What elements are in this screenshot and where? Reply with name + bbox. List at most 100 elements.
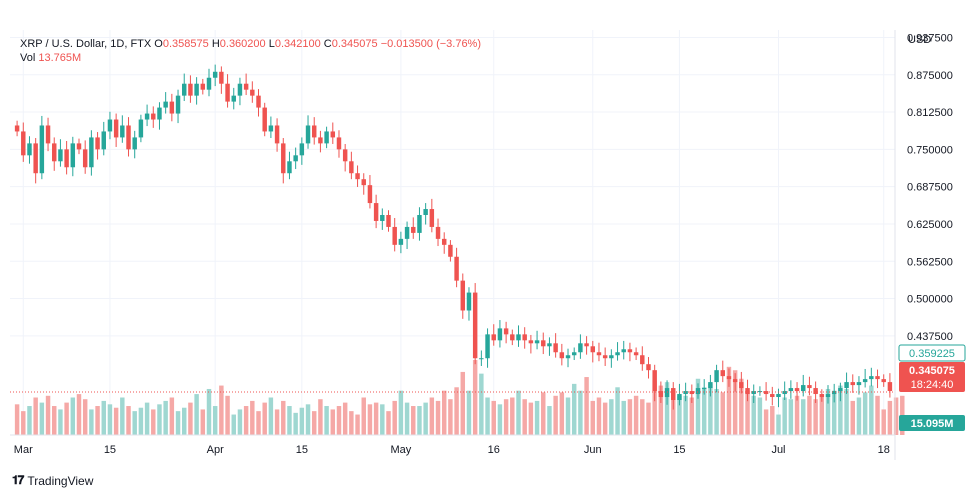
symbol-title[interactable]: XRP / U.S. Dollar, 1D, FTX [20,38,152,50]
volume-bar [652,380,657,435]
candle-body [553,343,558,353]
volume-bar [633,395,639,435]
volume-bar [157,404,162,435]
volume-bar [770,406,775,435]
volume-bar [429,397,435,435]
volume-bar [435,400,441,435]
volume-bar [609,399,614,435]
volume-bar [739,378,744,435]
vol-value: 13.765M [38,52,82,64]
last-price-badge-bg [899,362,965,392]
candle-body [646,364,651,371]
volume-bar [720,392,725,435]
time-axis[interactable]: Mar 15 Apr 15 May 16 Jun 15 Jul 18 [10,434,895,456]
volume-bar [52,406,57,435]
candle-body [875,376,880,380]
y-tick-label: 0.937500 [907,32,953,44]
volume-bar [89,409,94,435]
candle-body [460,280,466,311]
volume-bar [479,373,484,435]
candle-body [70,143,76,168]
candle-body [299,143,305,156]
volume-bar [695,378,701,435]
volume-bar [14,404,20,435]
volume-bar [788,399,794,435]
brand-name: TradingView [27,473,94,488]
volume-bar [510,397,515,435]
volume-bar [194,394,199,435]
volume-bar [615,387,620,435]
volume-bar [534,400,540,435]
price-badges: 0.359225 0.345075 18:24:40 15.095M [898,344,966,431]
candle-body [745,388,750,395]
candle-body [95,137,100,150]
volume-bar [126,406,131,435]
candle-body [58,149,63,162]
volume-bar [305,404,311,435]
candle-body [144,113,150,120]
volume-bar [590,400,596,435]
countdown-badge: 18:24:40 [911,379,954,391]
candle-body [182,83,187,96]
candle-body [726,376,732,380]
volume-bar [472,360,478,435]
candle-body [497,328,503,341]
candle-body [664,388,670,398]
x-tick-label: Jul [771,444,785,456]
volume-bar [212,406,218,435]
volume-bar [441,390,447,435]
volume-bar [39,402,45,435]
volume-bar [120,397,125,435]
tradingview-logo[interactable]: 𝟏𝟕 TradingView [12,473,93,488]
volume-bar [349,411,354,435]
price-axis[interactable]: 0.937500 0.875000 0.812500 0.750000 0.687500… [894,30,953,460]
volume-bar [813,399,818,435]
candle-body [89,137,94,168]
candle-body [64,149,69,168]
change-value: −0.013500 (−3.76%) [380,38,482,50]
volume-bar [151,409,156,435]
candle-body [602,355,608,359]
volume-bar [559,392,565,435]
candle-body [596,352,602,356]
candle-body [268,125,274,132]
volume-bar [547,406,552,435]
volume-bar [107,404,113,435]
candle-body [881,379,886,383]
volume-bar [392,400,397,435]
y-tick-label: 0.562500 [907,256,953,268]
candle-body [355,173,360,180]
candle-body [633,352,639,356]
volume-bar [856,397,862,435]
vol-label[interactable]: Vol [20,52,36,64]
close-value: 0.345075 [331,38,378,50]
crosshair-price-badge-bg [898,344,966,362]
candle-body [801,385,806,392]
volume-bar [732,370,738,435]
candle-body [621,349,626,353]
candle-body [869,376,874,380]
candle-body [305,125,311,144]
candle-body [373,203,379,221]
close-label: C [323,38,332,50]
volume-bar [380,404,385,435]
volume-bar [503,399,509,435]
candle-body [485,334,490,359]
open-label: O [154,38,163,50]
volume-bar [243,406,249,435]
volume-bar [76,394,82,435]
volume-bar [838,385,843,435]
candle-body [21,131,26,156]
volume-badge-bg [899,415,965,431]
volume-bar [751,395,756,435]
volume-bar [887,400,893,435]
candle-body [850,382,855,386]
volume-bar [541,392,546,435]
candle-body [113,119,119,138]
volume-bar [256,411,261,435]
volume-bar [163,400,168,435]
volume-bar [553,395,558,435]
candle-body [534,340,540,344]
candle-body [640,355,645,365]
